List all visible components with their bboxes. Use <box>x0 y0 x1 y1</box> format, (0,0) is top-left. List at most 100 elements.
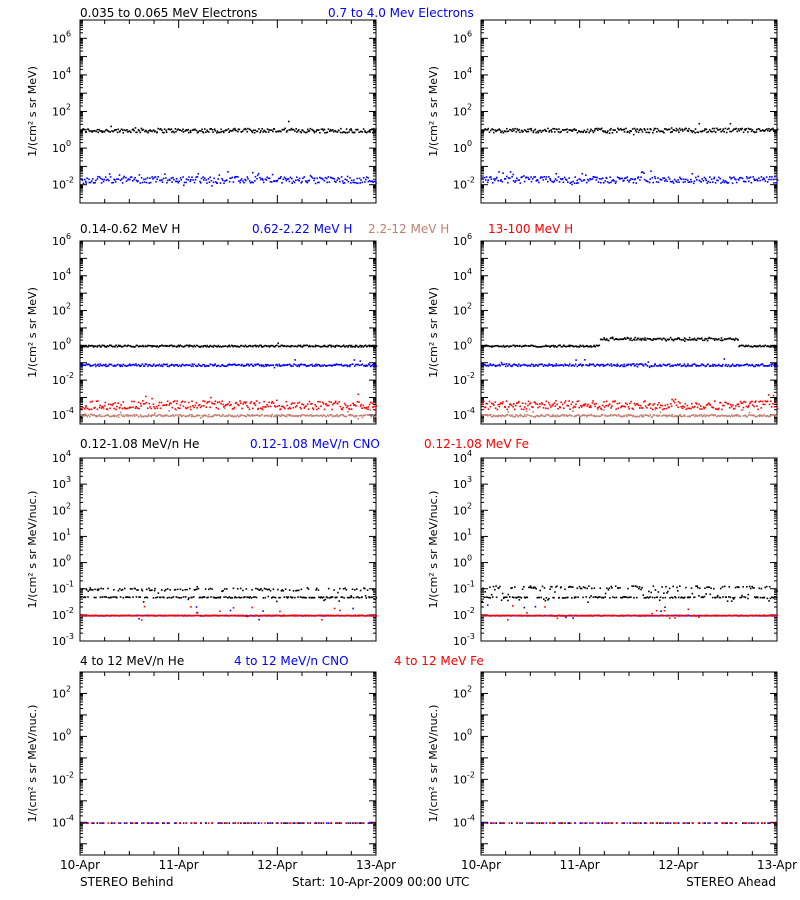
data-point <box>652 181 654 184</box>
data-point <box>139 402 142 405</box>
data-point <box>91 178 94 180</box>
data-point <box>279 130 281 132</box>
data-point <box>281 414 283 416</box>
data-point <box>311 345 313 347</box>
data-point <box>539 363 542 366</box>
data-point <box>730 403 732 406</box>
data-point <box>199 406 202 409</box>
data-point <box>617 364 619 367</box>
data-point <box>573 365 576 367</box>
data-point <box>223 406 225 408</box>
data-point <box>85 345 88 348</box>
data-point <box>634 415 636 418</box>
data-point <box>538 415 540 417</box>
data-point <box>176 414 179 416</box>
row-label: 2.2-12 MeV H <box>368 222 449 236</box>
data-point <box>569 363 571 365</box>
data-point <box>536 130 539 133</box>
data-point <box>134 587 136 590</box>
data-point <box>137 180 139 182</box>
data-point <box>89 365 92 367</box>
data-point <box>284 407 286 410</box>
data-point <box>212 365 215 367</box>
data-point <box>492 182 494 184</box>
data-point <box>144 596 146 599</box>
data-point <box>585 130 588 133</box>
data-point <box>333 589 335 591</box>
data-point <box>130 406 132 409</box>
data-point <box>586 128 589 131</box>
data-point <box>114 364 116 367</box>
data-point <box>184 407 187 409</box>
data-point <box>251 131 254 134</box>
data-point <box>579 363 582 365</box>
data-point <box>120 364 122 367</box>
plot-frame <box>480 19 778 204</box>
data-point <box>531 406 533 408</box>
data-point <box>159 128 162 130</box>
data-point <box>211 129 214 131</box>
data-point <box>181 415 184 417</box>
data-point <box>166 365 169 368</box>
data-point <box>347 405 349 407</box>
data-point <box>176 364 178 366</box>
data-point <box>133 178 135 181</box>
data-point <box>529 345 531 347</box>
data-point <box>353 131 356 134</box>
data-point <box>517 401 519 404</box>
data-point <box>285 415 288 418</box>
data-point <box>270 344 273 347</box>
data-point <box>280 405 283 408</box>
data-point <box>735 181 738 184</box>
data-point <box>713 338 715 340</box>
data-point <box>90 408 93 411</box>
data-point <box>287 596 290 598</box>
data-point <box>324 345 326 347</box>
data-point <box>707 130 710 133</box>
data-point <box>532 411 534 413</box>
row-label: 0.035 to 0.065 MeV Electrons <box>80 6 257 20</box>
data-point <box>244 402 247 405</box>
data-point <box>509 171 512 173</box>
data-point <box>672 339 675 342</box>
data-point <box>121 415 124 417</box>
data-point <box>166 179 169 182</box>
data-point <box>731 363 734 366</box>
data-point <box>171 131 173 133</box>
data-point <box>553 402 556 404</box>
data-point <box>150 345 153 347</box>
data-point <box>159 407 162 410</box>
data-point <box>614 414 617 416</box>
data-point <box>349 404 352 406</box>
data-point <box>770 363 772 366</box>
data-point <box>346 365 349 368</box>
data-point <box>512 344 514 347</box>
data-point <box>105 365 107 368</box>
data-point <box>213 128 216 130</box>
data-point <box>333 178 336 180</box>
data-point <box>578 130 581 133</box>
data-point <box>636 415 639 418</box>
data-point <box>81 179 84 182</box>
data-point <box>757 363 759 366</box>
data-point <box>773 344 776 347</box>
data-point <box>561 403 564 406</box>
y-tick-label: 10 <box>52 530 66 543</box>
data-point <box>521 345 524 347</box>
data-point <box>742 415 744 417</box>
data-point <box>262 610 264 612</box>
data-point <box>759 344 761 347</box>
data-point <box>368 344 370 347</box>
data-point <box>524 364 526 366</box>
data-point <box>713 339 716 341</box>
data-point <box>276 399 278 402</box>
data-point <box>260 130 262 132</box>
data-point <box>154 587 156 590</box>
data-point <box>284 415 286 418</box>
data-point <box>371 345 374 348</box>
data-point <box>248 128 251 130</box>
data-point <box>131 128 134 131</box>
data-point <box>511 175 513 178</box>
data-point <box>500 402 502 404</box>
data-point <box>550 406 552 408</box>
